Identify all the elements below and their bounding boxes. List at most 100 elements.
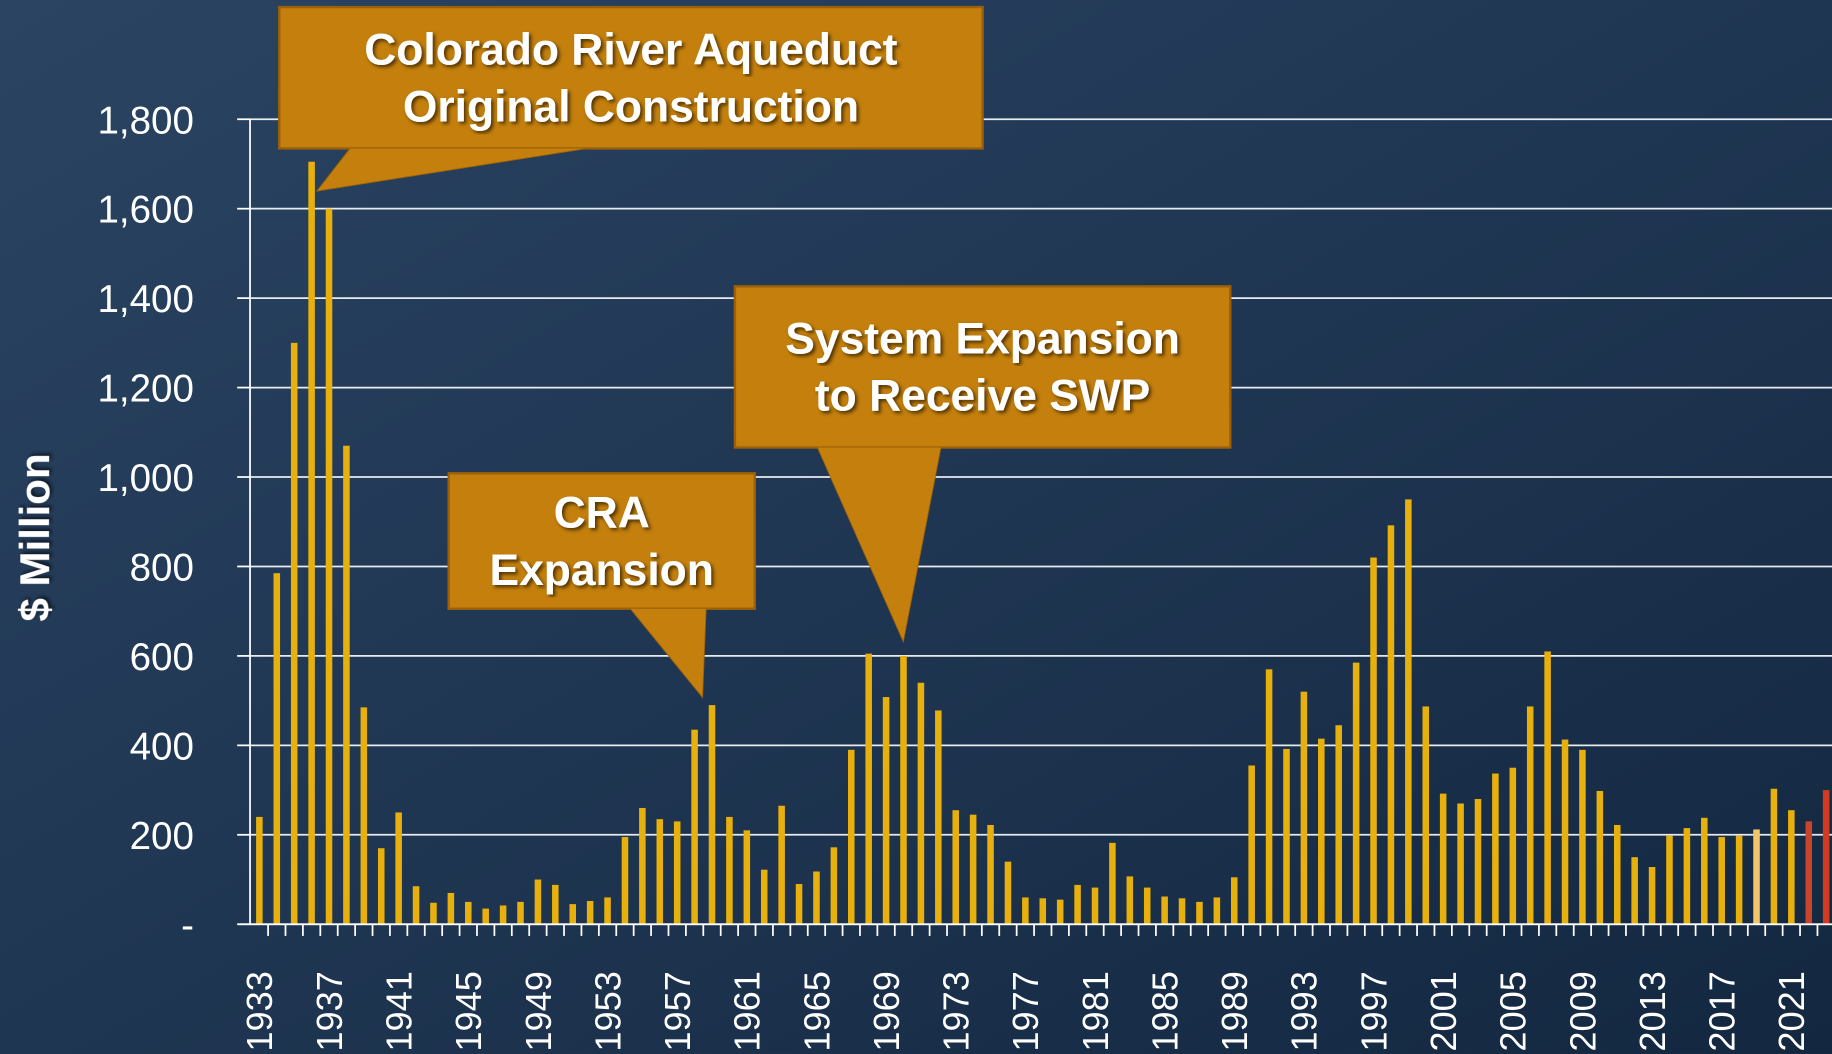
bar: [1474, 799, 1482, 925]
callout: Colorado River Aqueduct Original Construc…: [278, 5, 984, 192]
y-tick-label: 800: [130, 546, 194, 589]
bar: [1213, 897, 1221, 925]
y-tick-label: 600: [130, 636, 194, 679]
bar: [1283, 748, 1290, 925]
bar: [1161, 896, 1168, 925]
callout-text: System Expansion: [785, 314, 1180, 363]
y-tick-label: 200: [130, 815, 194, 858]
bar: [1196, 901, 1203, 925]
bar: [1613, 824, 1621, 925]
x-tick-label: 1945: [448, 971, 489, 1052]
x-tick-label: 2021: [1771, 971, 1812, 1052]
bar: [691, 729, 698, 925]
bar: [1509, 767, 1517, 925]
x-tick-label: 1961: [727, 971, 768, 1052]
bar: [534, 879, 542, 925]
bar: [1056, 899, 1064, 925]
bar: [1039, 898, 1047, 925]
bar: [778, 805, 785, 925]
bar: [552, 884, 559, 925]
bar: [1335, 725, 1342, 925]
bar: [1788, 810, 1795, 925]
x-tick-label: 1965: [796, 971, 837, 1052]
y-axis-label: $ Million: [11, 453, 58, 621]
bar: [1387, 525, 1395, 925]
bar: [569, 904, 577, 925]
bar: [987, 824, 994, 925]
bar: [377, 848, 385, 925]
y-tick-label: -: [181, 904, 194, 947]
callout-box: [733, 285, 1232, 449]
x-tick-label: 1985: [1144, 971, 1185, 1052]
bar: [1596, 790, 1604, 925]
bar: [1735, 835, 1743, 925]
bar: [273, 573, 281, 925]
bar: [256, 816, 263, 925]
bar: [1544, 651, 1551, 925]
bar: [1666, 835, 1673, 925]
bar: [482, 908, 489, 925]
x-tick-label: 1993: [1284, 971, 1325, 1052]
bar: [1770, 788, 1778, 925]
callout-box: [447, 472, 756, 610]
bar: [1422, 706, 1430, 925]
x-tick-label: 1937: [309, 971, 350, 1052]
y-tick-label: 1,000: [97, 457, 193, 500]
x-tick-label: 1933: [239, 971, 280, 1052]
bar: [1370, 557, 1377, 925]
bar: [1405, 499, 1412, 925]
bar: [1492, 773, 1499, 925]
bar: [325, 208, 333, 925]
x-tick-label: 1969: [866, 971, 907, 1052]
x-tick-label: 1977: [1005, 971, 1046, 1052]
x-tick-label: 2009: [1562, 971, 1603, 1052]
bar: [952, 810, 959, 925]
bar: [430, 902, 437, 925]
bar: [1318, 738, 1325, 925]
y-tick-label: 1,400: [97, 278, 193, 321]
callout-text: Expansion: [490, 546, 714, 595]
bar: [865, 653, 872, 925]
bar: [1579, 749, 1586, 925]
bar: [395, 812, 402, 925]
callout-box: [278, 5, 984, 150]
callout-text: CRA: [554, 489, 650, 538]
y-tick-label: 1,200: [97, 368, 193, 411]
bar: [935, 710, 942, 925]
bar: [1822, 790, 1830, 925]
bar: [795, 883, 803, 925]
x-tick-label: 1941: [378, 971, 419, 1052]
bar: [760, 869, 768, 925]
bar: [1126, 876, 1134, 925]
bar: [1004, 861, 1012, 925]
callout-text: Colorado River Aqueduct: [364, 25, 898, 74]
bar: [830, 847, 838, 925]
bar: [900, 655, 907, 925]
callout-text: to Receive SWP: [815, 372, 1150, 421]
bar: [1701, 817, 1708, 925]
callout-pointer-fill: [817, 447, 941, 641]
bar: [290, 342, 298, 925]
bar: [1178, 898, 1186, 925]
bar: [656, 819, 664, 925]
callout-pointer-fill: [630, 608, 706, 697]
y-tick-label: 1,600: [97, 189, 193, 232]
bar: [1265, 669, 1273, 925]
bar: [308, 161, 315, 925]
y-tick-label: 400: [130, 725, 194, 768]
x-tick-label: 1981: [1075, 971, 1116, 1052]
bar: [1561, 739, 1569, 925]
bar: [447, 892, 455, 925]
bar: [1805, 821, 1813, 925]
bar: [465, 901, 472, 925]
bar: [1074, 884, 1081, 925]
bar: [1091, 887, 1099, 925]
bar: [1718, 837, 1725, 925]
bar: [917, 682, 925, 925]
bar: [621, 837, 629, 925]
bar: [1526, 706, 1534, 925]
bar: [639, 807, 646, 925]
bar: [1248, 765, 1255, 925]
x-tick-label: 1989: [1214, 971, 1255, 1052]
